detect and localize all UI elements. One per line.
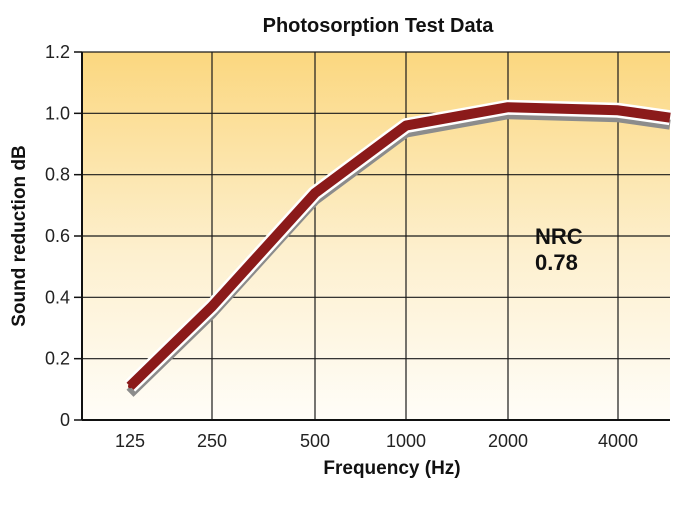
x-tick-label-1: 250 <box>197 431 227 451</box>
series-layer <box>124 99 672 397</box>
x-tick-label-2: 500 <box>300 431 330 451</box>
series-0-point-3 <box>404 123 408 128</box>
nrc-value: 0.78 <box>535 250 578 275</box>
x-tick-label-4: 2000 <box>488 431 528 451</box>
x-tick-label-5: 4000 <box>598 431 638 451</box>
series-0-point-4 <box>506 105 510 110</box>
x-tick-label-0: 125 <box>115 431 145 451</box>
nrc-label: NRC <box>535 224 583 249</box>
y-tick-label-2: 0.4 <box>45 287 70 307</box>
y-tick-label-6: 1.2 <box>45 42 70 62</box>
y-axis-label: Sound reduction dB <box>9 145 30 327</box>
y-tick-label-0: 0 <box>60 410 70 430</box>
series-0-point-1 <box>210 304 214 309</box>
x-tick-label-3: 1000 <box>386 431 426 451</box>
series-0-point-5 <box>616 108 620 113</box>
y-tick-label-4: 0.8 <box>45 165 70 185</box>
x-tick-labels: 125 250 500 1000 2000 4000 <box>115 431 638 451</box>
y-tick-label-1: 0.2 <box>45 349 70 369</box>
y-tick-labels: 0 0.2 0.4 0.6 0.8 1.0 1.2 <box>45 42 82 430</box>
y-tick-label-3: 0.6 <box>45 226 70 246</box>
chart-title: Photosorption Test Data <box>263 15 495 37</box>
x-axis-label: Frequency (Hz) <box>323 458 460 479</box>
series-0-point-2 <box>313 191 317 196</box>
series-0-point-0 <box>128 384 132 389</box>
y-tick-label-5: 1.0 <box>45 103 70 123</box>
